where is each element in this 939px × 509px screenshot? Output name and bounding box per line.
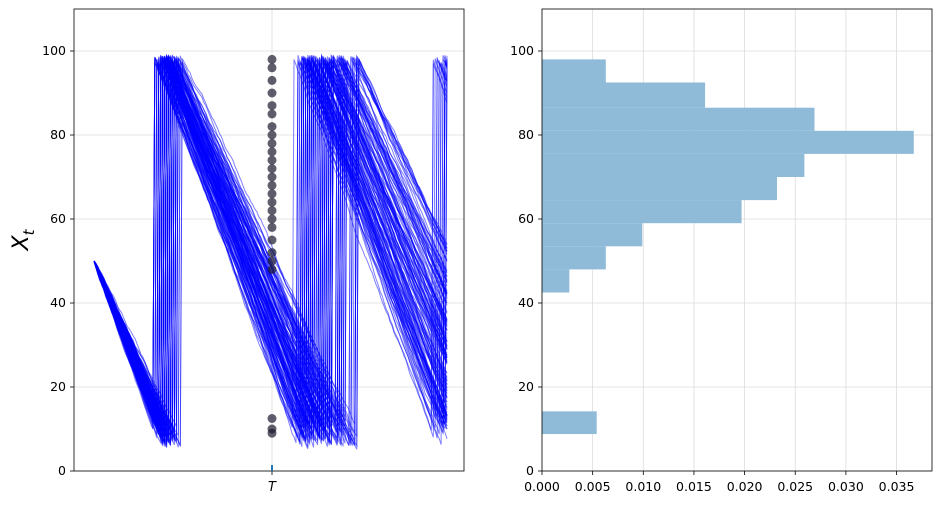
- terminal-marker: [267, 235, 277, 245]
- left-y-axis-label: Xt: [9, 228, 38, 251]
- terminal-marker: [267, 101, 277, 111]
- histogram-bar: [542, 107, 815, 131]
- terminal-marker: [267, 222, 277, 232]
- right-x-tick-label: 0.010: [625, 479, 661, 494]
- histogram-bar: [542, 269, 570, 293]
- right-x-tick-label: 0.005: [575, 479, 611, 494]
- terminal-marker: [267, 248, 277, 258]
- terminal-marker: [267, 256, 277, 266]
- histogram-bar: [542, 130, 914, 154]
- terminal-marker: [267, 172, 277, 182]
- right-y-tick-label: 100: [510, 43, 534, 58]
- histogram-bar: [542, 200, 742, 224]
- left-axes: 0 20 40 60 80 100 T: [42, 8, 465, 495]
- histogram-bar: [542, 59, 606, 83]
- histogram-bar: [542, 411, 597, 435]
- ylabel-main: X: [9, 234, 34, 251]
- left-y-tick-label: 40: [50, 295, 66, 310]
- sample-path: [93, 61, 448, 438]
- right-x-tick-label: 0.020: [727, 479, 763, 494]
- histogram-bar: [542, 82, 706, 108]
- right-x-tick-label: 0.025: [777, 479, 813, 494]
- sample-path: [93, 58, 448, 439]
- terminal-marker: [267, 63, 277, 73]
- right-axes-frame: [541, 8, 933, 472]
- sample-paths: [93, 53, 448, 450]
- right-x-tick-label: 0.000: [524, 479, 560, 494]
- terminal-marker: [267, 264, 277, 274]
- sample-path: [93, 56, 448, 443]
- terminal-marker: [267, 122, 277, 132]
- right-gridlines: [541, 9, 932, 472]
- left-axes-frame: [73, 8, 465, 472]
- right-y-tick-label: 80: [518, 127, 534, 142]
- right-chart: 0 20 40 60 80 100 0.000 0.005 0.010 0.015 0.020 0.0…: [510, 8, 933, 494]
- histogram-bar: [542, 153, 805, 177]
- terminal-marker: [267, 189, 277, 199]
- terminal-marker: [267, 206, 277, 216]
- right-axes: 0 20 40 60 80 100 0.000 0.005 0.010 0.015 0.020 0.0…: [510, 8, 933, 494]
- ylabel-subscript: t: [20, 228, 38, 235]
- terminal-marker: [267, 155, 277, 165]
- right-y-tick-label: 60: [518, 211, 534, 226]
- terminal-marker: [267, 54, 277, 64]
- right-x-tick-label: 0.030: [828, 479, 864, 494]
- right-y-tick-label: 0: [526, 463, 534, 478]
- right-x-tick-label: 0.015: [676, 479, 712, 494]
- terminal-marker: [267, 214, 277, 224]
- terminal-markers: [267, 54, 277, 438]
- terminal-marker: [267, 147, 277, 157]
- left-x-tick-label: T: [268, 480, 277, 495]
- terminal-marker: [267, 180, 277, 190]
- left-chart: 0 20 40 60 80 100 T Xt: [9, 8, 465, 495]
- terminal-marker: [267, 138, 277, 148]
- terminal-marker: [267, 197, 277, 207]
- left-y-tick-label: 20: [50, 379, 66, 394]
- left-y-tick-label: 60: [50, 211, 66, 226]
- histogram-bars: [542, 59, 914, 435]
- histogram-bar: [542, 246, 606, 270]
- terminal-marker: [267, 414, 277, 423]
- sample-path: [93, 60, 448, 438]
- terminal-marker: [267, 88, 277, 98]
- right-y-tick-label: 40: [518, 295, 534, 310]
- sample-path: [93, 56, 448, 442]
- terminal-marker: [267, 75, 277, 85]
- left-y-tick-label: 100: [42, 43, 66, 58]
- histogram-bar: [542, 223, 643, 247]
- terminal-marker: [267, 130, 277, 140]
- left-y-tick-label: 0: [58, 463, 66, 478]
- terminal-marker: [267, 164, 277, 174]
- right-x-tick-label: 0.035: [879, 479, 915, 494]
- left-y-tick-label: 80: [50, 127, 66, 142]
- right-y-tick-label: 20: [518, 379, 534, 394]
- histogram-bar: [542, 177, 778, 201]
- terminal-marker: [267, 109, 277, 119]
- terminal-marker: [267, 428, 277, 438]
